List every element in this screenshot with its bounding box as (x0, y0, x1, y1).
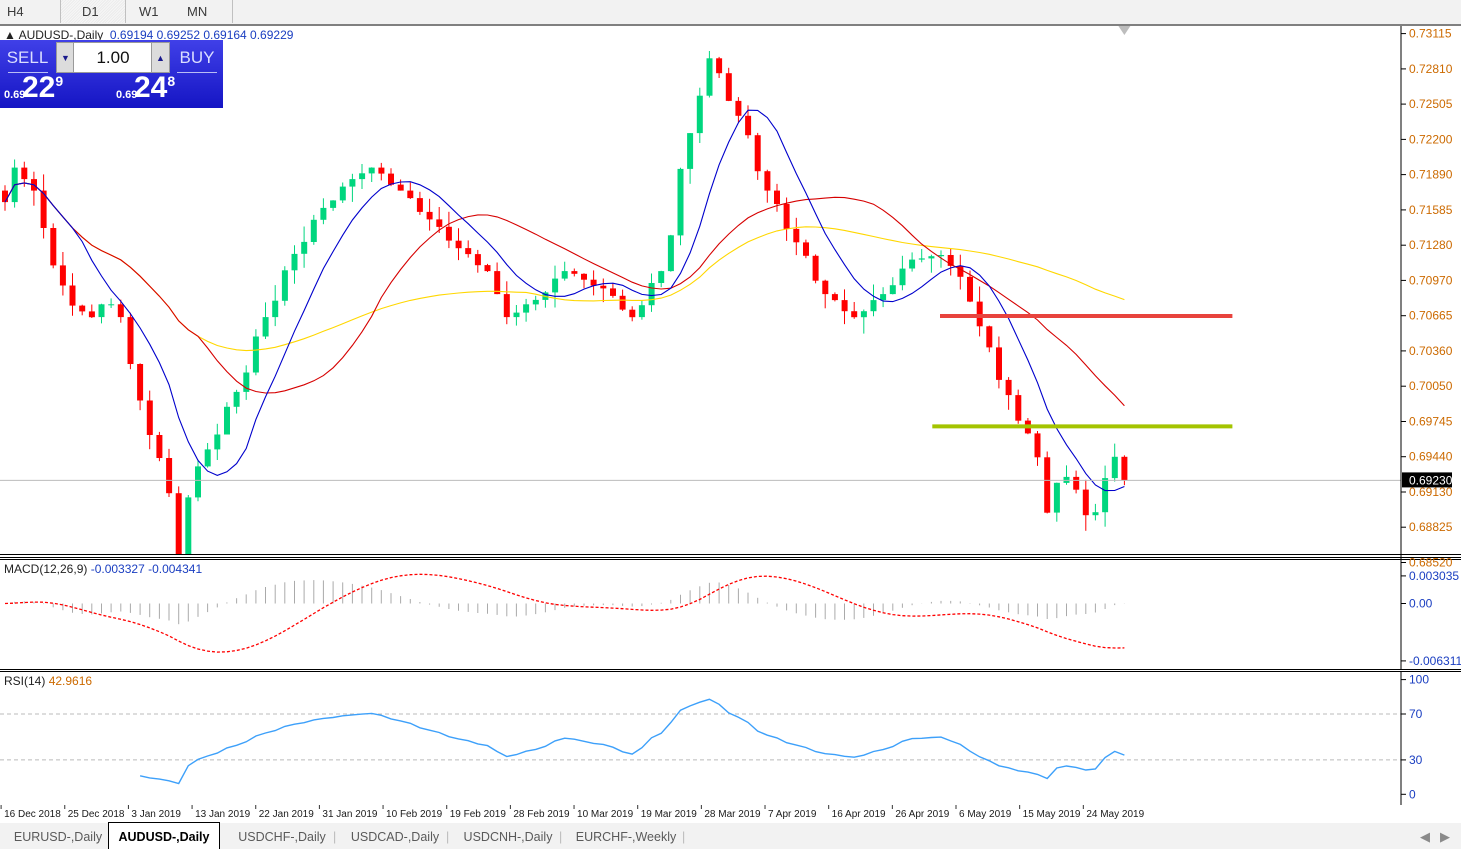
svg-text:10 Mar 2019: 10 Mar 2019 (577, 809, 634, 820)
svg-text:30: 30 (1409, 753, 1423, 767)
svg-text:25 Dec 2018: 25 Dec 2018 (68, 809, 125, 820)
svg-text:0.71280: 0.71280 (1409, 238, 1453, 252)
svg-text:0.003035: 0.003035 (1409, 569, 1459, 583)
svg-text:0.70970: 0.70970 (1409, 273, 1453, 287)
svg-text:0.69230: 0.69230 (1409, 473, 1453, 487)
svg-text:26 Apr 2019: 26 Apr 2019 (895, 809, 949, 820)
svg-text:0.72200: 0.72200 (1409, 132, 1453, 146)
svg-text:7 Apr 2019: 7 Apr 2019 (768, 809, 817, 820)
svg-text:19 Feb 2019: 19 Feb 2019 (450, 809, 507, 820)
svg-text:0.69440: 0.69440 (1409, 450, 1453, 464)
svg-text:19 Mar 2019: 19 Mar 2019 (641, 809, 698, 820)
svg-text:3 Jan 2019: 3 Jan 2019 (131, 809, 181, 820)
svg-text:13 Jan 2019: 13 Jan 2019 (195, 809, 250, 820)
svg-text:-0.006311: -0.006311 (1409, 654, 1461, 668)
svg-text:0.68825: 0.68825 (1409, 520, 1453, 534)
svg-text:0: 0 (1409, 787, 1416, 801)
svg-text:22 Jan 2019: 22 Jan 2019 (259, 809, 314, 820)
svg-text:0.72505: 0.72505 (1409, 97, 1453, 111)
svg-text:0.71890: 0.71890 (1409, 168, 1453, 182)
svg-text:0.73115: 0.73115 (1409, 27, 1452, 41)
svg-text:28 Mar 2019: 28 Mar 2019 (704, 809, 761, 820)
svg-text:15 May 2019: 15 May 2019 (1023, 809, 1081, 820)
svg-text:0.70050: 0.70050 (1409, 379, 1453, 393)
svg-text:70: 70 (1409, 707, 1423, 721)
svg-text:31 Jan 2019: 31 Jan 2019 (322, 809, 377, 820)
svg-text:0.70665: 0.70665 (1409, 309, 1453, 323)
svg-text:28 Feb 2019: 28 Feb 2019 (513, 809, 570, 820)
svg-text:0.72810: 0.72810 (1409, 62, 1453, 76)
svg-text:16 Apr 2019: 16 Apr 2019 (832, 809, 886, 820)
svg-text:6 May 2019: 6 May 2019 (959, 809, 1012, 820)
svg-text:100: 100 (1409, 673, 1429, 687)
svg-text:0.69745: 0.69745 (1409, 415, 1453, 429)
svg-text:0.70360: 0.70360 (1409, 344, 1453, 358)
svg-text:0.00: 0.00 (1409, 597, 1433, 611)
svg-text:10 Feb 2019: 10 Feb 2019 (386, 809, 443, 820)
svg-text:24 May 2019: 24 May 2019 (1086, 809, 1144, 820)
svg-text:16 Dec 2018: 16 Dec 2018 (4, 809, 61, 820)
svg-text:0.71585: 0.71585 (1409, 203, 1453, 217)
